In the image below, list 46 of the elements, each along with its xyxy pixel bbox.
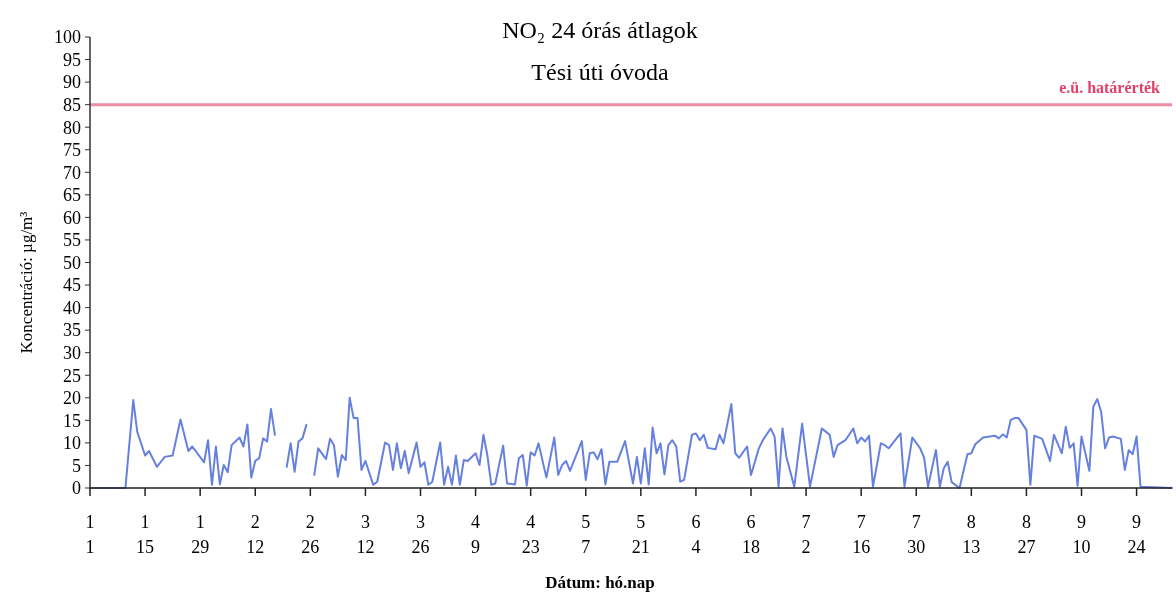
y-tick-label: 45 (63, 275, 81, 296)
y-tick-label: 65 (63, 185, 81, 206)
x-tick-label: 1 15 (136, 512, 155, 557)
x-tick-label: 4 9 (471, 512, 481, 557)
y-tick-label: 30 (63, 343, 81, 363)
x-tick-label: 4 23 (521, 512, 540, 557)
y-tick-label: 25 (63, 365, 81, 386)
x-tick-label: 5 7 (581, 512, 591, 557)
x-axis-title: Dátum: hó.nap (545, 573, 655, 592)
x-tick-label: 3 12 (356, 512, 375, 557)
x-tick-label: 7 30 (907, 512, 926, 557)
y-tick-label: 50 (63, 252, 81, 273)
x-tick-label: 5 21 (631, 512, 650, 557)
y-axis-title: Koncentráció: µg/m³ (17, 211, 36, 354)
y-tick-label: 100 (54, 27, 81, 48)
y-tick-label: 70 (63, 162, 81, 183)
x-tick-label: 8 27 (1017, 512, 1036, 557)
x-tick-label: 8 13 (962, 512, 981, 557)
y-tick-label: 55 (63, 230, 81, 251)
x-tick-label: 1 29 (191, 512, 210, 557)
x-tick-label: 2 12 (246, 512, 265, 557)
y-tick-label: 80 (63, 117, 81, 138)
y-tick-label: 95 (63, 49, 81, 70)
x-tick-label: 9 24 (1127, 512, 1146, 557)
chart-title: NO₂ 24 órás átlagok (502, 17, 698, 43)
y-tick-label: 85 (63, 94, 81, 115)
y-tick-label: 5 (72, 455, 81, 476)
y-tick-label: 35 (63, 320, 81, 341)
y-tick-label: 75 (63, 140, 81, 161)
ref-line-label: e.ü. határérték (1059, 78, 1161, 96)
x-tick-label: 7 16 (852, 512, 871, 557)
x-tick-label: 6 18 (742, 512, 760, 557)
y-tick-label: 20 (63, 388, 81, 409)
x-tick-label: 6 4 (691, 512, 701, 557)
y-tick-label: 10 (63, 433, 81, 454)
x-tick-label: 7 2 (801, 512, 811, 557)
y-tick-label: 90 (63, 72, 81, 93)
y-tick-label: 0 (72, 478, 81, 499)
y-tick-label: 40 (63, 297, 81, 318)
x-tick-label: 1 1 (85, 512, 95, 557)
x-tick-label: 2 26 (301, 512, 320, 557)
text: Tési úti óvoda (531, 59, 669, 85)
x-tick-label: 9 10 (1072, 512, 1091, 557)
y-tick-label: 60 (63, 207, 81, 228)
x-tick-label: 3 26 (411, 512, 430, 557)
y-tick-label: 15 (63, 410, 81, 431)
